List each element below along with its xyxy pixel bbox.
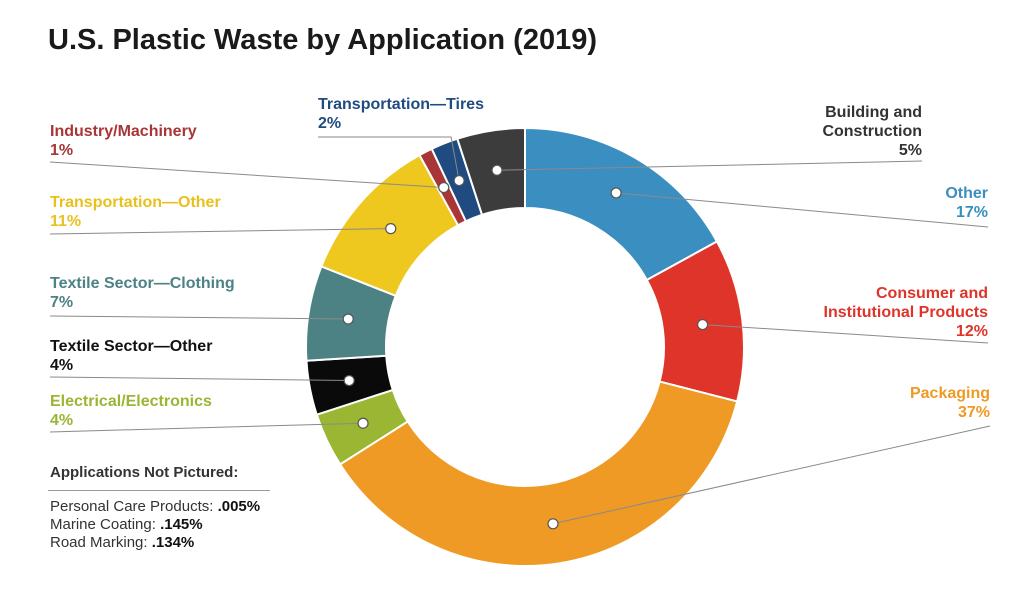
leader-line-textile-other: [49, 376, 350, 382]
slice-marker-consumer: [696, 318, 709, 331]
label-name: Electrical/Electronics: [50, 393, 212, 410]
slice-marker-packaging: [547, 518, 559, 530]
label-name: Institutional Products: [823, 304, 988, 321]
label-name: Industry/Machinery: [50, 123, 197, 140]
label-percent: 2%: [318, 115, 342, 132]
slice-marker-building: [491, 164, 503, 176]
label-percent: 17%: [955, 204, 988, 221]
label-name: Transportation—Other: [50, 194, 221, 211]
label-textile-clothing: Textile Sector—Clothing 7%: [50, 274, 235, 312]
leader-line-consumer: [702, 324, 989, 344]
slice-marker-textile-other: [343, 374, 355, 387]
chart-title: U.S. Plastic Waste by Application (2019): [48, 24, 598, 56]
leader-line-textile-clothing: [49, 315, 349, 320]
label-transport-other: Transportation—Other 11%: [50, 193, 221, 231]
label-percent: 11%: [50, 213, 82, 230]
label-packaging: Packaging 37%: [910, 384, 990, 422]
slice-marker-electrical: [357, 417, 369, 429]
leader-dots: [342, 164, 709, 530]
leader-line-packaging: [552, 425, 991, 525]
slice-building: [456, 126, 526, 217]
label-percent: 4%: [50, 357, 74, 374]
label-other: Other 17%: [945, 184, 988, 222]
leader-line-electrical: [49, 422, 364, 433]
slice-marker-industry: [438, 181, 450, 194]
label-name: Transportation—Tires: [318, 96, 484, 113]
leader-line-transport-tires: [318, 136, 460, 181]
label-consumer: Consumer and Institutional Products 12%: [824, 284, 988, 341]
label-industry: Industry/Machinery 1%: [50, 122, 197, 160]
label-building: Building and Construction 5%: [822, 103, 922, 160]
label-name: Consumer and: [875, 285, 988, 302]
label-name: Textile Sector—Clothing: [50, 275, 235, 292]
slice-marker-other: [610, 187, 622, 199]
not-pictured-heading: Applications Not Pictured:: [50, 464, 239, 481]
slice-marker-textile-clothing: [342, 313, 354, 325]
label-percent: 1%: [50, 142, 74, 159]
label-name: Packaging: [909, 385, 990, 402]
label-percent: 37%: [957, 404, 990, 421]
label-name: Other: [945, 185, 988, 202]
not-pictured-item: Personal Care Products: .005%: [50, 498, 261, 515]
slice-marker-transport-other: [385, 223, 397, 235]
label-percent: 7%: [50, 294, 74, 311]
applications-not-pictured: Applications Not Pictured: Personal Care…: [48, 464, 270, 552]
label-textile-other: Textile Sector—Other 4%: [50, 337, 212, 375]
slice-packaging: [338, 380, 739, 567]
label-name: Textile Sector—Other: [50, 338, 213, 355]
donut-slices: [305, 126, 745, 567]
label-percent: 5%: [898, 142, 922, 159]
not-pictured-item: Road Marking: .134%: [50, 534, 195, 551]
leader-line-transport-other: [49, 228, 391, 235]
leader-line-industry: [49, 161, 444, 189]
label-percent: 12%: [955, 323, 988, 340]
label-percent: 4%: [50, 412, 74, 429]
leader-line-building: [496, 160, 923, 171]
not-pictured-divider: [48, 490, 270, 491]
label-transport-tires: Transportation—Tires 2%: [318, 95, 484, 133]
leader-line-other: [616, 192, 989, 228]
label-name: Building and: [825, 104, 922, 121]
slice-marker-transport-tires: [453, 174, 465, 187]
not-pictured-item: Marine Coating: .145%: [50, 516, 203, 533]
label-name: Construction: [822, 123, 922, 140]
leader-lines: [49, 136, 991, 525]
label-electrical: Electrical/Electronics 4%: [50, 392, 212, 430]
